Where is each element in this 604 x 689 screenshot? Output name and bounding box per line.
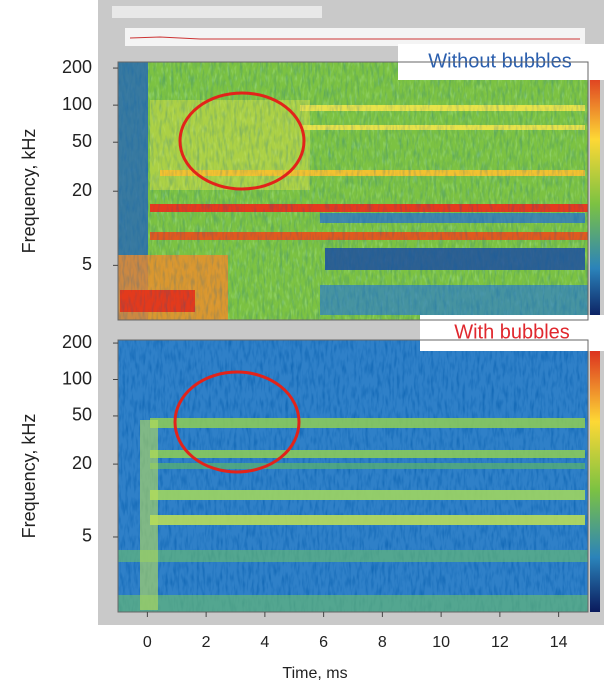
annotation: Without bubbles <box>428 50 571 72</box>
y-tick-label: 200 <box>62 57 92 77</box>
x-tick-label: 6 <box>319 634 328 651</box>
y-tick-label: 50 <box>72 405 92 425</box>
y-tick-label: 100 <box>62 368 92 388</box>
y-tick-label: 5 <box>82 526 92 546</box>
x-tick-label: 2 <box>202 634 211 651</box>
x-tick-label: 10 <box>432 634 450 651</box>
y-tick-label: 50 <box>72 131 92 151</box>
spectrogram-bottom <box>118 340 600 612</box>
y-axis-label: Frequency, kHz <box>19 414 39 539</box>
toolbar <box>112 6 322 18</box>
x-axis-label: Time, ms <box>282 665 347 682</box>
overview-strip <box>125 28 585 46</box>
y-tick-label: 20 <box>72 453 92 473</box>
spectrogram-top <box>118 62 600 320</box>
y-tick-label: 5 <box>82 254 92 274</box>
x-tick-label: 14 <box>550 634 568 651</box>
x-tick-label: 4 <box>260 634 269 651</box>
y-tick-label: 20 <box>72 180 92 200</box>
y-tick-label: 100 <box>62 94 92 114</box>
y-tick-label: 200 <box>62 332 92 352</box>
chart: Without bubbles With bubbles 52050100200… <box>0 0 604 689</box>
x-tick-label: 0 <box>143 634 152 651</box>
x-tick-label: 8 <box>378 634 387 651</box>
x-tick-label: 12 <box>491 634 509 651</box>
y-axis-label: Frequency, kHz <box>19 129 39 254</box>
